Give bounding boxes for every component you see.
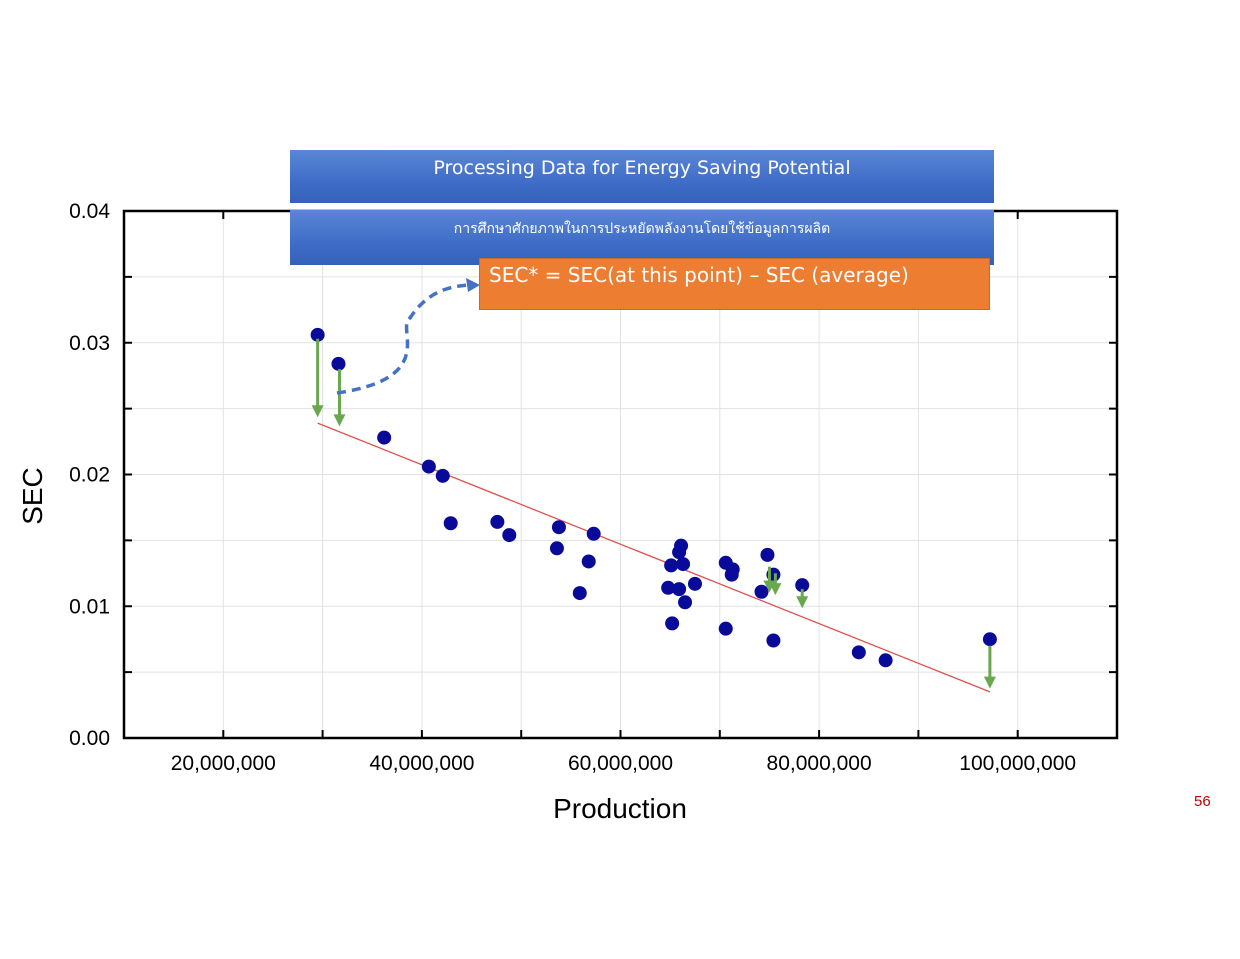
- data-point: [551, 520, 566, 535]
- data-point: [754, 584, 769, 599]
- data-point: [549, 541, 564, 556]
- x-tick-labels: 20,000,000 40,000,000 60,000,000 80,000,000…: [171, 752, 1076, 775]
- data-point: [490, 514, 505, 529]
- formula-box: SEC* = SEC(at this point) – SEC (average…: [479, 258, 990, 310]
- data-point: [421, 459, 436, 474]
- x-tick-label: 20,000,000: [171, 752, 276, 775]
- callout-arrowhead: [466, 278, 480, 292]
- data-point: [586, 526, 601, 541]
- x-tick-label: 40,000,000: [369, 752, 474, 775]
- data-point: [502, 528, 517, 543]
- data-point: [718, 621, 733, 636]
- data-point: [664, 558, 679, 573]
- y-tick-labels: 0.00 0.01 0.02 0.03 0.04: [69, 200, 110, 750]
- deviation-arrowhead: [333, 414, 346, 427]
- deviation-arrowhead: [983, 676, 996, 689]
- x-tick-label: 60,000,000: [568, 752, 673, 775]
- x-axis-label: Production: [553, 793, 687, 824]
- y-tick-label: 0.03: [69, 332, 110, 355]
- deviation-arrowhead: [311, 405, 324, 418]
- y-axis-label: SEC: [17, 467, 48, 525]
- data-point: [661, 580, 676, 595]
- data-point: [443, 516, 458, 531]
- data-point: [310, 327, 325, 342]
- page-number: 56: [1194, 793, 1211, 810]
- y-tick-label: 0.02: [69, 464, 110, 487]
- title-banner-thai: การศึกษาศักยภาพในการประหยัดพลังงานโดยใช้…: [290, 210, 994, 265]
- data-point: [851, 645, 866, 660]
- data-point: [676, 557, 691, 572]
- data-point: [572, 586, 587, 601]
- data-point: [766, 633, 781, 648]
- data-point: [435, 468, 450, 483]
- y-tick-label: 0.00: [69, 727, 110, 750]
- y-tick-label: 0.04: [69, 200, 110, 223]
- data-point: [672, 545, 687, 560]
- title-banner-english: Processing Data for Energy Saving Potent…: [290, 150, 994, 203]
- data-point: [982, 632, 997, 647]
- y-tick-label: 0.01: [69, 595, 110, 618]
- data-points: [310, 327, 997, 668]
- deviation-arrowhead: [796, 596, 809, 609]
- data-point: [760, 547, 775, 562]
- data-point: [377, 430, 392, 445]
- data-point: [672, 582, 687, 597]
- x-tick-label: 80,000,000: [767, 752, 872, 775]
- data-point: [878, 653, 893, 668]
- average-trend-line: [317, 422, 991, 693]
- x-tick-label: 100,000,000: [959, 752, 1076, 775]
- data-point: [678, 595, 693, 610]
- data-point: [687, 576, 702, 591]
- callout-dashed-arrow: [336, 283, 471, 395]
- deviation-arrowhead: [769, 583, 782, 596]
- data-point: [795, 578, 810, 593]
- data-point: [581, 554, 596, 569]
- data-point: [665, 616, 680, 631]
- data-point: [724, 567, 739, 582]
- deviation-arrows: [311, 338, 996, 689]
- data-point: [331, 356, 346, 371]
